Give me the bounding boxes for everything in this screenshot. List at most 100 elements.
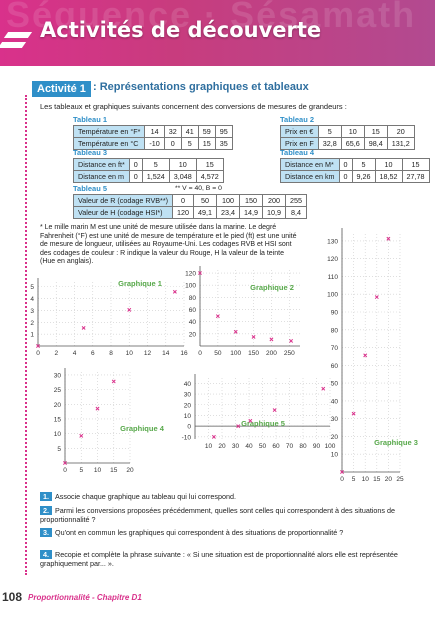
x-tick-label: 12 [144,350,152,357]
x-tick-label: 25 [396,476,404,483]
table-cell: 5 [180,137,199,150]
y-tick-label: 90 [331,310,339,317]
y-tick-label: 40 [184,381,192,388]
y-tick-label: 100 [327,292,338,299]
y-tick-label: 20 [184,402,192,409]
data-point [248,418,253,423]
table-row: Température en °C -10 0 5 15 35 [72,137,233,150]
x-tick-label: 20 [218,443,226,450]
question-number: 3. [40,528,52,537]
table2: Prix en €5 10 15 20 Prix en F 32,8 65,6 98,4 131… [280,125,415,150]
x-tick-label: 100 [325,443,336,450]
question-1: 1. Associe chaque graphique au tableau qu… [40,492,420,501]
y-tick-label: 130 [327,238,338,245]
question-text: Recopie et complète la phrase suivante :… [40,550,398,568]
table4: Distance en M* 0 5 10 15 Distance en km 0 9,26 1… [280,158,430,183]
table-cell: 131,2 [386,137,415,150]
x-tick-label: 150 [248,350,259,357]
chapter-label: Proportionnalité - Chapitre D1 [28,593,142,602]
data-point [172,289,177,294]
question-text: Qu'ont en commun les graphiques qui corr… [55,528,344,537]
data-point [81,325,86,330]
header-watermark: Séquence · Sésamath [6,0,417,35]
margin-dotted-line [25,95,27,575]
table-cell: 4,572 [195,170,224,183]
data-point [36,344,40,348]
data-point [211,434,216,439]
x-tick-label: 10 [94,467,102,474]
data-point [127,307,132,312]
table-cell: 3,048 [168,170,197,183]
y-tick-label: 30 [184,392,192,399]
chart-title: Graphique 1 [118,279,162,288]
x-tick-label: 14 [162,350,170,357]
y-tick-label: 10 [331,452,339,459]
activity-badge: Activité 1 [32,81,91,97]
x-tick-label: 80 [299,443,307,450]
x-tick-label: 30 [232,443,240,450]
y-tick-label: 60 [331,363,339,370]
row-label: Distance en km [280,170,340,183]
question-number: 4. [40,550,52,559]
row-label: Valeur de R (codage RVB**) [72,194,174,207]
data-point [272,408,277,413]
y-tick-label: 100 [185,283,196,290]
question-number: 2. [40,506,52,515]
row-label: Distance en M* [280,158,340,171]
chart-title: Graphique 4 [120,424,165,433]
x-tick-label: 10 [362,476,370,483]
y-tick-label: 1 [30,332,34,339]
data-point [215,314,220,319]
y-tick-label: 20 [54,402,62,409]
x-tick-label: 4 [73,350,77,357]
table2-title: Tableau 2 [280,115,315,124]
x-tick-label: 90 [313,443,321,450]
data-point [63,461,67,465]
x-tick-label: 20 [126,467,134,474]
x-tick-label: 15 [373,476,381,483]
y-tick-label: 20 [189,331,197,338]
x-tick-label: 0 [340,476,344,483]
x-tick-label: 0 [36,350,40,357]
table-cell: 120 [172,206,195,219]
x-tick-label: 16 [180,350,188,357]
y-tick-label: 15 [54,416,62,423]
row-label: Prix en F [280,137,319,150]
x-tick-label: 50 [259,443,267,450]
x-tick-label: 10 [205,443,213,450]
chart-title: Graphique 5 [241,419,285,428]
data-point [198,271,202,275]
table5: Valeur de R (codage RVB**) 0 50 100 150 200 25… [72,194,308,219]
data-point [340,470,344,474]
y-tick-label: 10 [54,431,62,438]
y-tick-label: -10 [182,434,192,441]
table3: Distance en ft* 0 5 10 15 Distance en m 0 1,524… [73,158,224,183]
data-point [111,379,116,384]
table-cell: -10 [144,137,165,150]
question-3: 3. Qu'ont en commun les graphiques qui co… [40,528,420,537]
data-point [95,406,100,411]
y-tick-label: 120 [327,256,338,263]
y-tick-label: 40 [189,319,197,326]
data-point [386,236,391,241]
table-row: Prix en F 32,8 65,6 98,4 131,2 [280,137,415,150]
x-tick-label: 2 [54,350,58,357]
y-tick-label: 25 [54,387,62,394]
data-point [289,338,294,343]
x-tick-label: 60 [272,443,280,450]
table3-title: Tableau 3 [73,148,108,157]
question-number: 1. [40,492,52,501]
x-tick-label: 200 [266,350,277,357]
x-tick-label: 40 [245,443,253,450]
y-tick-label: 2 [30,320,34,327]
y-tick-label: 3 [30,308,34,315]
table-row: Distance en km 0 9,26 18,52 27,78 [280,170,430,183]
page-title: Activités de découverte [40,18,322,42]
data-point [233,329,238,334]
explanation-paragraph: * Le mille marin M est une unité de mesu… [40,224,297,266]
table-cell: 14 [144,125,165,138]
table-cell: 27,78 [401,170,430,183]
y-tick-label: 5 [30,284,34,291]
y-tick-label: 4 [30,296,34,303]
